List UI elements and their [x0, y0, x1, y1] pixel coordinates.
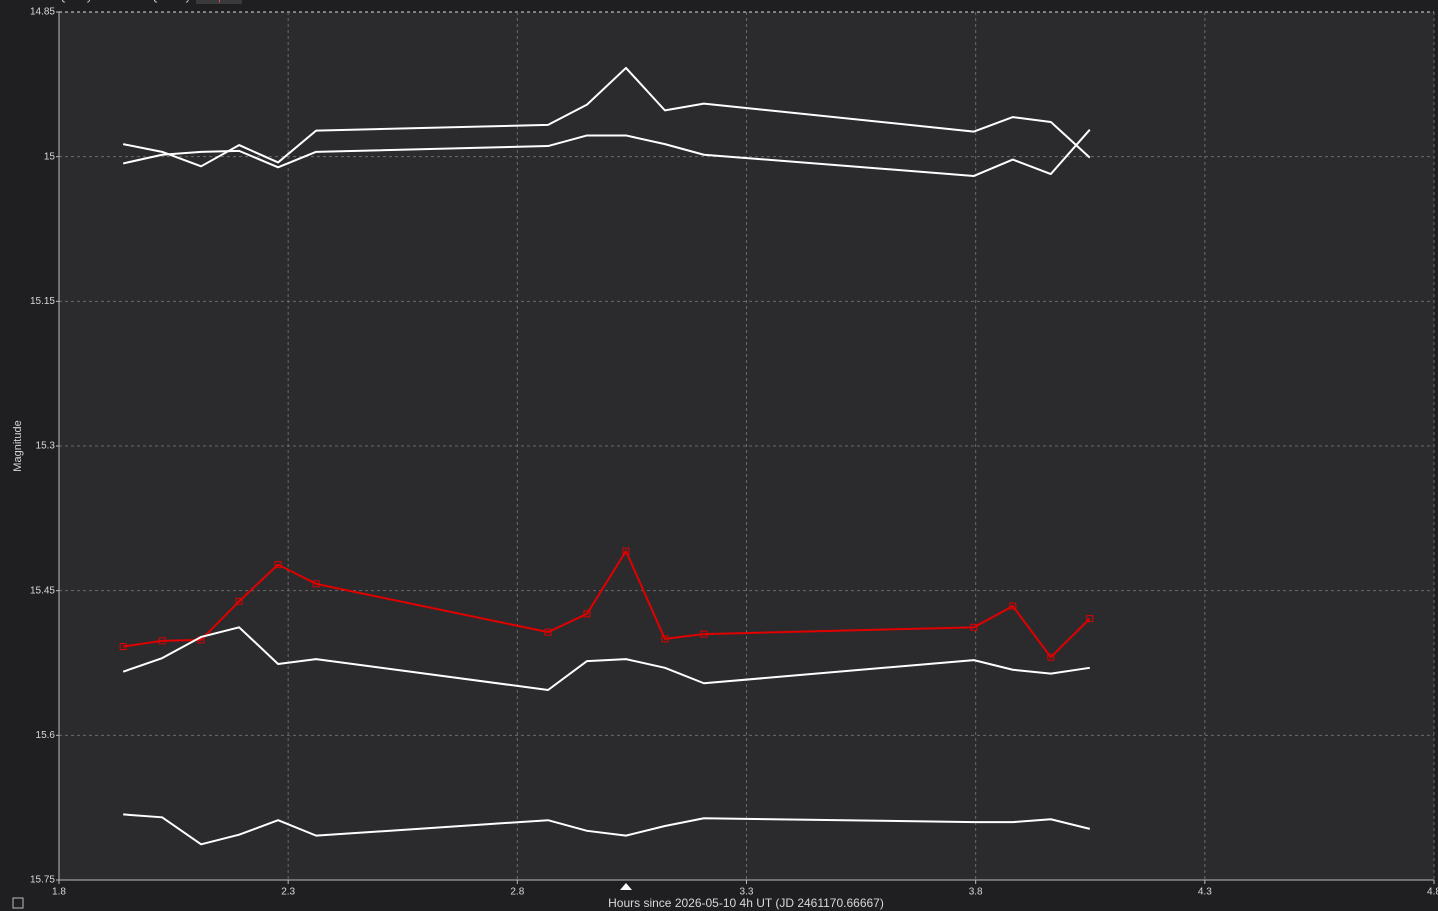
tab[interactable]: Quality: [58, 0, 93, 3]
y-tick-label: 14.85: [30, 7, 55, 18]
tab[interactable]: Graph: [200, 0, 231, 3]
data-point: [158, 637, 166, 645]
tab-active: [196, 0, 242, 4]
series-line: [122, 66, 1091, 168]
data-point: [119, 643, 127, 651]
checkbox[interactable]: [12, 897, 24, 909]
y-tick-label: 15.15: [30, 296, 55, 307]
x-tick-label: 3.3: [740, 887, 754, 898]
y-tick-label: 15.3: [36, 441, 56, 452]
data-point: [544, 628, 552, 636]
data-point: [312, 580, 320, 588]
tab[interactable]: Select: [12, 0, 43, 3]
x-tick-label: 2.3: [281, 887, 295, 898]
data-point: [661, 635, 669, 643]
tab-bar: Select Quality Filter Quantity Graph: [12, 0, 242, 4]
data-point: [970, 623, 978, 631]
series-line: [122, 626, 1090, 692]
data-point: [1047, 653, 1055, 661]
y-tick-label: 15.45: [30, 585, 55, 596]
x-tick-label: 4.8: [1427, 887, 1438, 898]
data-point: [235, 597, 243, 605]
x-tick-label: 4.3: [1198, 887, 1212, 898]
data-point: [622, 547, 630, 555]
series-line: [122, 129, 1091, 177]
cursor-marker: [620, 883, 632, 890]
data-point: [274, 561, 282, 569]
tab[interactable]: Filter: [107, 0, 132, 3]
x-tick-label: 1.8: [52, 887, 66, 898]
data-point: [1009, 602, 1017, 610]
y-axis-label: Magnitude: [12, 420, 24, 471]
x-axis-label: Hours since 2026-05-10 4h UT (JD 2461170…: [608, 896, 884, 910]
data-point: [1086, 615, 1094, 623]
x-tick-label: 2.8: [510, 887, 524, 898]
data-point: [583, 610, 591, 618]
series-line: [123, 550, 1091, 659]
y-tick-label: 15: [44, 151, 56, 162]
y-tick-label: 15.75: [30, 875, 55, 886]
tab[interactable]: Quantity: [150, 0, 191, 3]
x-tick-label: 3.8: [969, 887, 983, 898]
series-line: [123, 813, 1091, 846]
y-tick-label: 15.6: [36, 730, 56, 741]
data-point: [700, 630, 708, 638]
